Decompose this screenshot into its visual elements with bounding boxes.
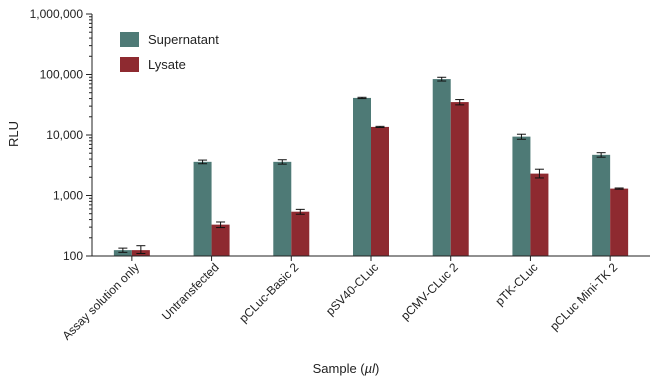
bar-supernatant xyxy=(194,162,212,256)
x-axis-title: Sample (µl) xyxy=(313,361,380,376)
y-tick-label: 10,000 xyxy=(46,128,83,142)
bar-supernatant xyxy=(273,162,291,256)
x-tick-label: pSV40-CLuc xyxy=(323,260,381,318)
y-tick-label: 100 xyxy=(63,249,83,263)
bar-lysate xyxy=(530,174,548,256)
y-tick-label: 1,000 xyxy=(53,189,83,203)
bar-lysate xyxy=(371,127,389,256)
x-tick-label: Assay solution only xyxy=(59,260,142,343)
legend-swatch-supernatant xyxy=(120,32,139,47)
x-tick-label: pCLuc Mini-TK 2 xyxy=(547,260,620,333)
x-tick-label: pCMV-CLuc 2 xyxy=(398,260,461,323)
bar-supernatant xyxy=(433,79,451,256)
x-axis-labels: Assay solution only Untransfected pCLuc-Ba… xyxy=(59,260,620,343)
y-tick-label: 100,000 xyxy=(40,68,84,82)
y-axis-ticks: 100 1,000 10,000 100,000 1,000,000 xyxy=(30,7,92,263)
y-tick-label: 1,000,000 xyxy=(30,7,84,21)
bar-lysate xyxy=(212,225,230,256)
bar-lysate xyxy=(610,189,628,256)
bar-supernatant xyxy=(512,137,530,256)
x-tick-label: pTK-CLuc xyxy=(492,260,540,308)
bar-lysate xyxy=(291,212,309,256)
bar-supernatant xyxy=(353,98,371,256)
bars xyxy=(114,79,628,256)
bar-lysate xyxy=(451,102,469,256)
x-tick-label: pCLuc-Basic 2 xyxy=(236,260,301,325)
legend-label-lysate: Lysate xyxy=(148,57,186,72)
legend-label-supernatant: Supernatant xyxy=(148,32,219,47)
y-axis-title: RLU xyxy=(6,121,21,147)
bar-supernatant xyxy=(592,155,610,256)
legend: Supernatant Lysate xyxy=(120,32,219,72)
legend-swatch-lysate xyxy=(120,57,139,72)
x-tick-label: Untransfected xyxy=(159,260,222,323)
